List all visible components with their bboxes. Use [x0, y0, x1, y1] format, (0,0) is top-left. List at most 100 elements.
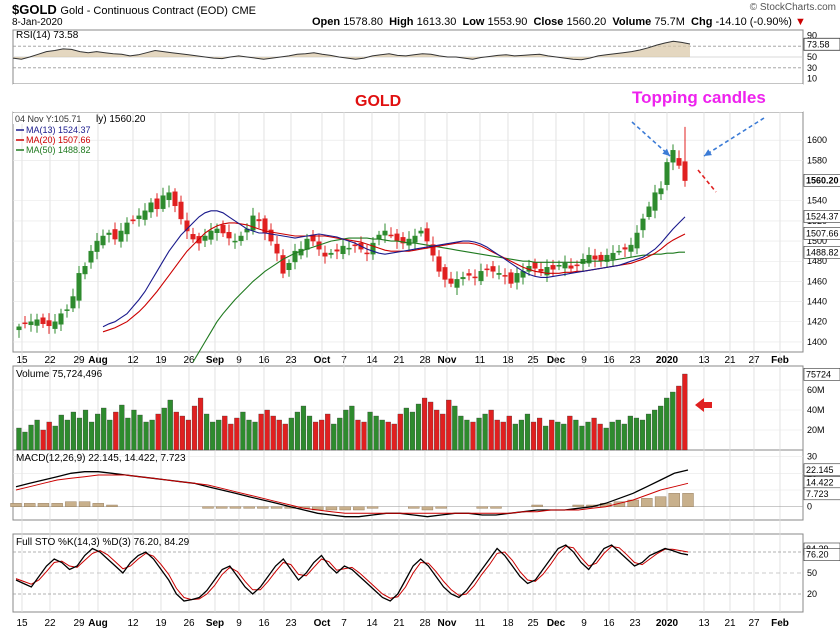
macd-y-tick-label: 30 — [807, 452, 817, 462]
price-candle — [238, 235, 244, 242]
volume-bar — [167, 399, 173, 451]
price-right-label-box — [803, 246, 840, 259]
volume-bar — [101, 407, 107, 451]
volume-bar — [143, 421, 149, 451]
volume-bar — [52, 425, 58, 451]
cursor-label-bg — [13, 113, 95, 124]
volume-bar — [403, 407, 409, 451]
volume-bar — [391, 423, 397, 451]
volume-bar — [615, 419, 621, 451]
price-candle — [424, 228, 430, 242]
price-candle — [484, 268, 490, 271]
volume-bar — [555, 421, 561, 451]
macd-right-label: 14.422 — [806, 478, 834, 488]
chg-label: Chg — [691, 16, 713, 28]
price-candle — [340, 245, 346, 254]
volume-bar — [40, 429, 46, 451]
volume-bar — [639, 419, 646, 451]
volume-label: Volume — [612, 16, 652, 28]
volume-bar — [609, 421, 615, 451]
macd-right-label-box — [803, 487, 840, 501]
volume-bar — [349, 405, 355, 451]
volume-bar — [670, 391, 676, 451]
volume-bar — [82, 409, 89, 451]
bottom-x-tick-label: 2020 — [656, 618, 679, 629]
bottom-x-tick-label: 25 — [527, 618, 539, 629]
price-candle — [550, 265, 556, 270]
close-value: 1560.20 — [566, 16, 607, 28]
price-candle — [538, 269, 544, 272]
volume-last-box — [803, 367, 840, 381]
macd-histogram-bar — [257, 506, 269, 509]
price-candle — [382, 230, 388, 236]
volume-bar — [149, 419, 155, 451]
price-candle — [160, 195, 166, 209]
bottom-x-tick-label: 13 — [698, 618, 710, 629]
open-label: Open — [312, 16, 341, 28]
volume-bar — [579, 425, 585, 451]
price-candle — [418, 230, 424, 234]
price-candle — [580, 258, 586, 264]
price-candle — [472, 276, 478, 279]
ma50-line — [192, 237, 685, 363]
volume-bar — [536, 417, 543, 451]
bottom-x-tick-label: 14 — [366, 618, 378, 629]
volume-bar — [70, 411, 76, 451]
price-candle — [412, 235, 418, 243]
price-candle — [22, 322, 28, 325]
chart-header: $GOLD Gold - Continuous Contract (EOD) C… — [0, 0, 840, 30]
macd-histogram-bar — [353, 506, 365, 511]
macd-y-tick-label: 0 — [807, 502, 812, 512]
volume-bar — [34, 419, 40, 451]
price-candle — [478, 271, 484, 282]
price-y-tick-label: 1540 — [807, 196, 827, 206]
watermark: © StockCharts.com — [749, 2, 836, 13]
volume-bar — [415, 403, 422, 451]
volume-bar — [682, 373, 688, 451]
macd-histogram-bar — [202, 506, 214, 509]
volume-bar — [270, 415, 276, 451]
volume-bar — [197, 397, 204, 451]
volume-bar — [282, 423, 288, 451]
price-candle — [670, 150, 676, 163]
macd-right-label: 22.145 — [806, 465, 834, 475]
macd-histogram-bar — [10, 503, 22, 507]
volume-bar — [488, 409, 494, 451]
price-candle — [532, 262, 538, 269]
volume-bar — [137, 414, 143, 451]
price-candle — [496, 273, 502, 275]
price-candle — [544, 267, 550, 276]
price-x-tick-label: Oct — [314, 355, 331, 366]
bottom-x-tick-label: 11 — [475, 618, 486, 629]
volume-bar — [185, 419, 192, 451]
price-candle — [664, 162, 670, 185]
volume-bar — [95, 413, 101, 451]
price-candle — [388, 234, 394, 237]
price-candle — [322, 252, 328, 257]
volume-bar — [421, 397, 428, 451]
volume-bar — [300, 405, 307, 451]
volume-bar — [567, 415, 573, 451]
volume-bar — [288, 417, 294, 451]
price-candle — [616, 250, 622, 253]
macd-histogram-bar — [476, 506, 488, 509]
price-candle — [568, 265, 574, 269]
volume-bar — [543, 425, 549, 451]
price-candle — [88, 250, 94, 263]
macd-histogram-bar — [435, 506, 447, 509]
chg-value: -14.10 (-0.90%) — [715, 16, 792, 28]
macd-histogram-bar — [490, 506, 502, 509]
low-label: Low — [462, 16, 485, 28]
price-candle — [430, 244, 436, 256]
price-candle — [58, 313, 64, 325]
volume-bar — [585, 421, 591, 451]
price-candle — [268, 229, 274, 242]
price-candle — [178, 201, 184, 220]
volume-bar — [155, 413, 161, 451]
bottom-x-tick-label: 16 — [258, 618, 270, 629]
price-right-label: 1560.20 — [806, 175, 839, 185]
price-candle — [406, 238, 412, 246]
price-candle — [184, 220, 190, 232]
gold-annotation: GOLD — [355, 93, 401, 110]
price-candle — [250, 215, 256, 231]
